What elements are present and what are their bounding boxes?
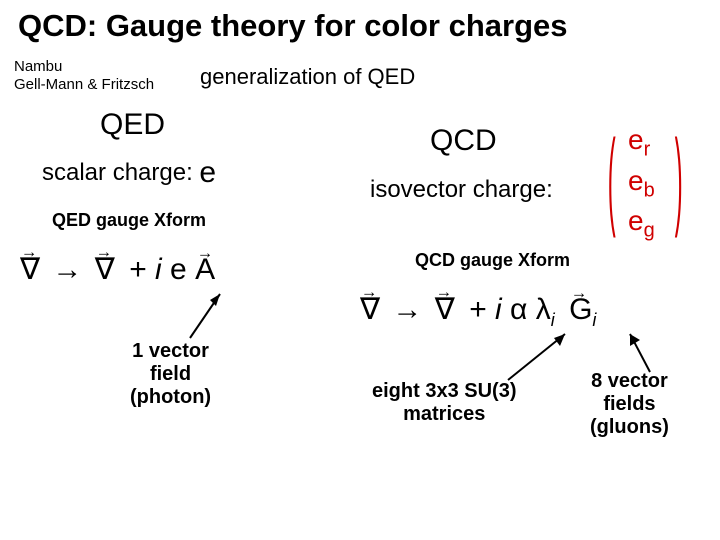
qed-note-line2: field xyxy=(130,363,211,386)
qed-charge-line: scalar charge: e xyxy=(42,156,216,190)
qcd-heading: QCD xyxy=(430,124,497,158)
qed-note: 1 vector field (photon) xyxy=(130,340,211,409)
qcd-note-gluons-line1: 8 vector xyxy=(590,370,669,393)
qcd-note-matrices-line1: eight 3x3 SU(3) xyxy=(372,380,516,403)
vector-entry-g: eg xyxy=(628,203,655,244)
qcd-note-matrices-line2: matrices xyxy=(372,403,516,426)
qcd-formula: ∇→ → ∇→ + i α λi G→i xyxy=(360,292,596,331)
subtitle-generalization: generalization of QED xyxy=(200,64,415,90)
qed-formula: ∇→ → ∇→ + i e A→ xyxy=(20,252,215,287)
qcd-charge-line: isovector charge: xyxy=(370,176,553,204)
qcd-color-vector: er eb eg xyxy=(628,122,655,244)
vector-entry-b: eb xyxy=(628,163,655,204)
right-paren-icon: ) xyxy=(675,119,683,244)
qcd-xform-label: QCD gauge Xform xyxy=(415,250,570,271)
qed-charge-symbol: e xyxy=(199,156,216,189)
qed-arrow-icon xyxy=(180,288,230,348)
qed-note-line1: 1 vector xyxy=(130,340,211,363)
qed-xform-label: QED gauge Xform xyxy=(52,210,206,231)
left-paren-icon: ( xyxy=(608,119,616,244)
qcd-note-gluons-line2: fields xyxy=(590,393,669,416)
qed-charge-label: scalar charge: xyxy=(42,159,193,186)
qed-note-line3: (photon) xyxy=(130,386,211,409)
qcd-note-gluons-line3: (gluons) xyxy=(590,416,669,439)
qcd-note-matrices: eight 3x3 SU(3) matrices xyxy=(372,380,516,426)
qcd-note-gluons: 8 vector fields (gluons) xyxy=(590,370,669,439)
vector-entry-r: er xyxy=(628,122,655,163)
authors-block: Nambu Gell-Mann & Fritzsch xyxy=(14,58,154,94)
qed-heading: QED xyxy=(100,108,165,142)
authors-line1: Nambu xyxy=(14,58,154,76)
qcd-arrow-matrices-icon xyxy=(500,328,580,388)
slide-title: QCD: Gauge theory for color charges xyxy=(18,8,568,44)
authors-line2: Gell-Mann & Fritzsch xyxy=(14,76,154,94)
